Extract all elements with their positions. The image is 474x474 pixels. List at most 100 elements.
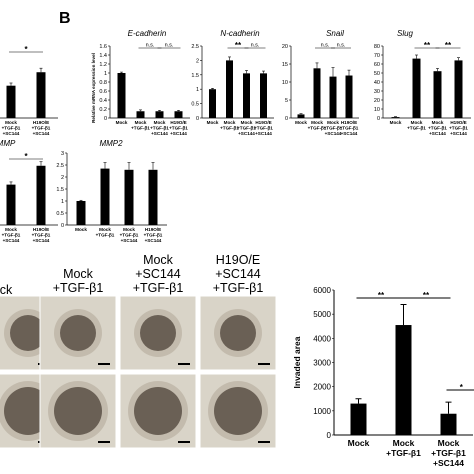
spheroid-core: [60, 315, 96, 351]
category-label: +TGF-β1: [237, 126, 256, 131]
y-tick-label: 30: [374, 89, 380, 95]
category-label: H19O/E: [341, 120, 357, 125]
category-label: +SC144: [33, 238, 50, 243]
bar: [350, 403, 367, 435]
significance-label: n.s.: [251, 43, 260, 49]
chart-title: Snail: [326, 29, 344, 38]
photo-column-label: H19O/E: [216, 253, 260, 267]
bar: [6, 85, 16, 118]
category-label: Mock: [116, 120, 128, 125]
category-label: +TGF-β1: [386, 448, 421, 458]
category-label: Mock: [123, 227, 135, 232]
category-label: Mock: [135, 120, 147, 125]
category-label: +TGF-β1: [131, 126, 150, 131]
category-label: +SC144: [3, 131, 20, 136]
y-tick-label: 2.5: [56, 163, 64, 169]
photo-column-label: +TGF-β1: [213, 281, 264, 295]
bar: [36, 72, 46, 118]
bar: [209, 89, 216, 118]
significance-label: **: [235, 41, 242, 50]
category-label: +SC144: [3, 238, 20, 243]
category-label: Mock: [432, 120, 444, 125]
category-label: Mock: [5, 227, 17, 232]
photo-column-label: +SC144: [135, 267, 181, 281]
photo-column-label: Mock: [143, 253, 174, 267]
bar: [395, 325, 412, 435]
spheroid-core: [134, 387, 182, 435]
bar: [454, 60, 463, 118]
bar: [313, 68, 321, 118]
spheroid-photo: [39, 295, 117, 371]
y-tick-label: 1: [196, 87, 199, 93]
category-label: +TGF-β1: [96, 233, 115, 238]
category-label: H19O/E: [450, 120, 466, 125]
y-tick-label: 0: [377, 116, 380, 122]
bar: [174, 111, 183, 118]
category-label: Mock: [241, 120, 253, 125]
category-label: +TGF-β1: [2, 126, 21, 131]
category-label: +TGF-β1: [308, 126, 327, 131]
category-label: +SC144: [450, 131, 467, 136]
photo-column-label: +TGF-β1: [133, 281, 184, 295]
bar: [412, 58, 421, 118]
category-label: +TGF-β1: [144, 233, 163, 238]
y-tick-label: 20: [282, 44, 288, 50]
y-tick-label: 0: [327, 431, 332, 440]
y-tick-label: 1.2: [99, 62, 107, 68]
category-label: Mock: [75, 227, 87, 232]
category-label: +SC144: [121, 238, 138, 243]
chart-title: MMP2: [99, 139, 123, 148]
photo-panel: ckMock+TGF-β1Mock+SC144+TGF-β1H19O/E+SC1…: [0, 253, 277, 449]
spheroid-core: [54, 387, 102, 435]
chart-panel-7: 0 1000 2000 3000 4000 5000 6000 Invaded area Moc…: [292, 286, 474, 468]
bar: [440, 413, 457, 435]
y-tick-label: 1.6: [99, 44, 107, 50]
category-label: Mock: [154, 120, 166, 125]
significance-label: **: [445, 41, 452, 50]
category-label: Mock: [224, 120, 236, 125]
y-tick-label: 80: [374, 44, 380, 50]
bar: [148, 169, 158, 225]
category-label: Mock: [438, 438, 460, 448]
bar: [117, 73, 126, 118]
chart-e-cadherin: 0 0.2 0.4 0.6 0.8 1 1.2 1.4 1.6 E-cadherin Mock Moc…: [99, 29, 190, 136]
charts-layer: 0 0.2 0.4 0.6 0.8 1 1.2 1.4 1.6 E-cadherin Mock Moc…: [0, 29, 474, 468]
y-tick-label: 70: [374, 53, 380, 59]
y-tick-label: 4000: [313, 334, 331, 343]
category-label: +TGF-β1: [120, 233, 139, 238]
category-label: H19O/E: [33, 227, 49, 232]
y-tick-label: 5: [285, 98, 288, 104]
y-axis-label: Invaded area: [292, 336, 302, 388]
category-label: +TGF-β1: [324, 126, 343, 131]
significance-label: n.s.: [337, 43, 346, 49]
y-tick-label: 40: [374, 80, 380, 86]
chart-title: N-cadherin: [220, 29, 260, 38]
category-label: +TGF-β1: [449, 126, 468, 131]
y-tick-label: 10: [282, 80, 288, 86]
y-tick-label: 1.5: [191, 73, 199, 79]
y-tick-label: 0: [285, 116, 288, 122]
y-tick-label: 0.6: [99, 89, 107, 95]
category-label: Mock: [348, 438, 370, 448]
spheroid-core: [10, 315, 46, 351]
category-label: Mock: [327, 120, 339, 125]
category-label: +TGF-β1: [169, 126, 188, 131]
y-tick-label: 0.5: [191, 102, 199, 108]
category-label: +TGF-β1: [428, 126, 447, 131]
category-label: +TGF-β1: [32, 126, 51, 131]
spheroid-core: [214, 387, 262, 435]
category-label: +TGF-β1: [2, 233, 21, 238]
significance-label: *: [24, 152, 28, 161]
y-tick-label: 50: [374, 71, 380, 77]
relative-expression-ylabel: Relative mRNA expression level: [91, 53, 96, 123]
y-tick-label: 0: [196, 116, 199, 122]
category-label: Mock: [411, 120, 423, 125]
bar: [6, 184, 16, 225]
y-tick-label: 2: [61, 175, 64, 181]
category-label: Mock: [295, 120, 307, 125]
